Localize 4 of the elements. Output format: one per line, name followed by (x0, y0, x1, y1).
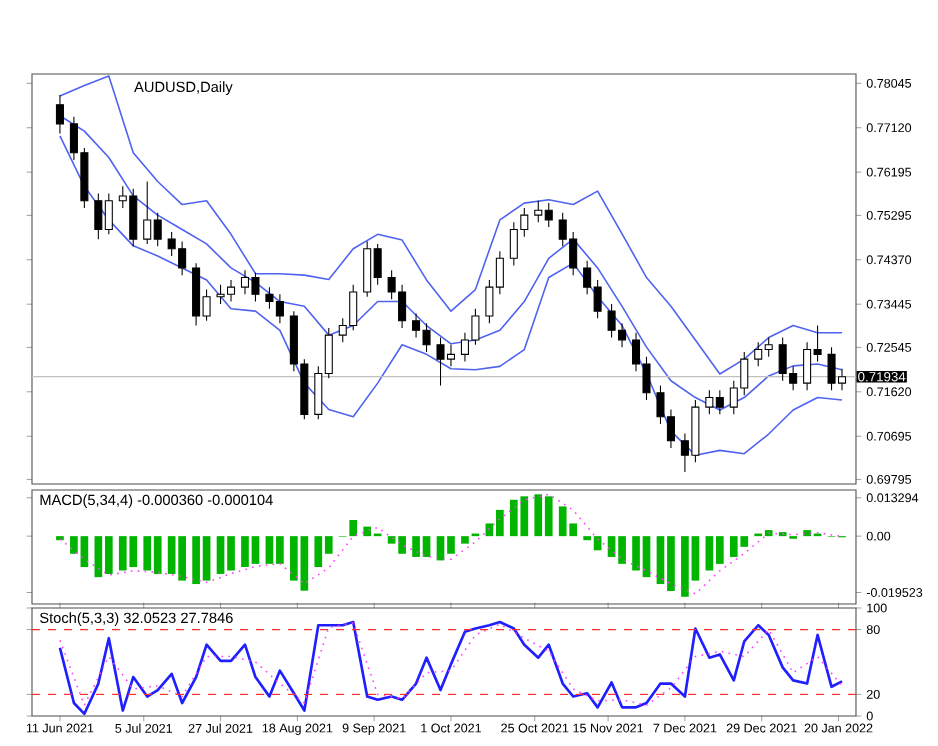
bar (349, 519, 358, 537)
candlestick (55, 94, 64, 135)
bar (461, 536, 469, 544)
line-series (59, 135, 843, 456)
